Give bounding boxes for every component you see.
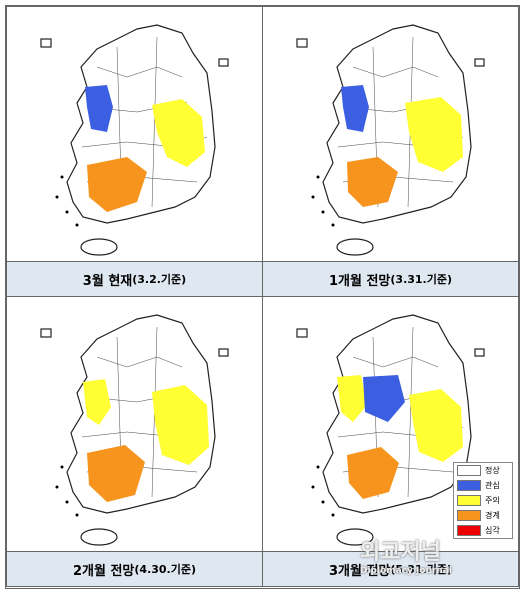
caption: 3월 현재 (3.2.기준) <box>7 261 262 296</box>
label: 경계 <box>485 511 500 520</box>
map <box>296 24 485 256</box>
label: 외교저널 <box>360 540 441 565</box>
label: (3.31.기준) <box>390 273 453 286</box>
panel: 2개월 전망 (4.30.기준) <box>6 296 263 587</box>
label: 주의 <box>485 496 500 505</box>
label: 1개월 전망 <box>328 273 391 289</box>
label: 3월 현재 <box>82 273 133 289</box>
panel: 1개월 전망 (3.31.기준) <box>262 6 519 297</box>
panel: 정상 관심 주의 경계 심각 3개월 전망 (5.31.기준) <box>262 296 519 587</box>
label: (4.30.기준) <box>134 563 197 576</box>
label: 3개월 전망 <box>328 563 391 579</box>
map <box>40 314 229 546</box>
watermark: 외교저널 Diplomacy Journal <box>360 534 452 576</box>
map <box>40 24 229 256</box>
label: (3.2.기준) <box>132 273 187 286</box>
map <box>296 314 485 546</box>
panel: 3월 현재 (3.2.기준) <box>6 6 263 297</box>
label: 관심 <box>485 481 500 490</box>
label: 정상 <box>485 466 500 475</box>
caption: 3개월 전망 (5.31.기준) <box>263 551 518 586</box>
label: 2개월 전망 <box>72 563 135 579</box>
caption: 1개월 전망 (3.31.기준) <box>263 261 518 296</box>
label: Diplomacy Journal <box>360 566 452 576</box>
legend: 정상 관심 주의 경계 심각 <box>453 462 513 539</box>
map-grid: 3월 현재 (3.2.기준) 1개월 전망 (3.31.기준) 2개월 전망 (4.3… <box>5 5 520 589</box>
caption: 2개월 전망 (4.30.기준) <box>7 551 262 586</box>
label: 심각 <box>485 526 500 535</box>
label: (5.31.기준) <box>390 563 453 576</box>
